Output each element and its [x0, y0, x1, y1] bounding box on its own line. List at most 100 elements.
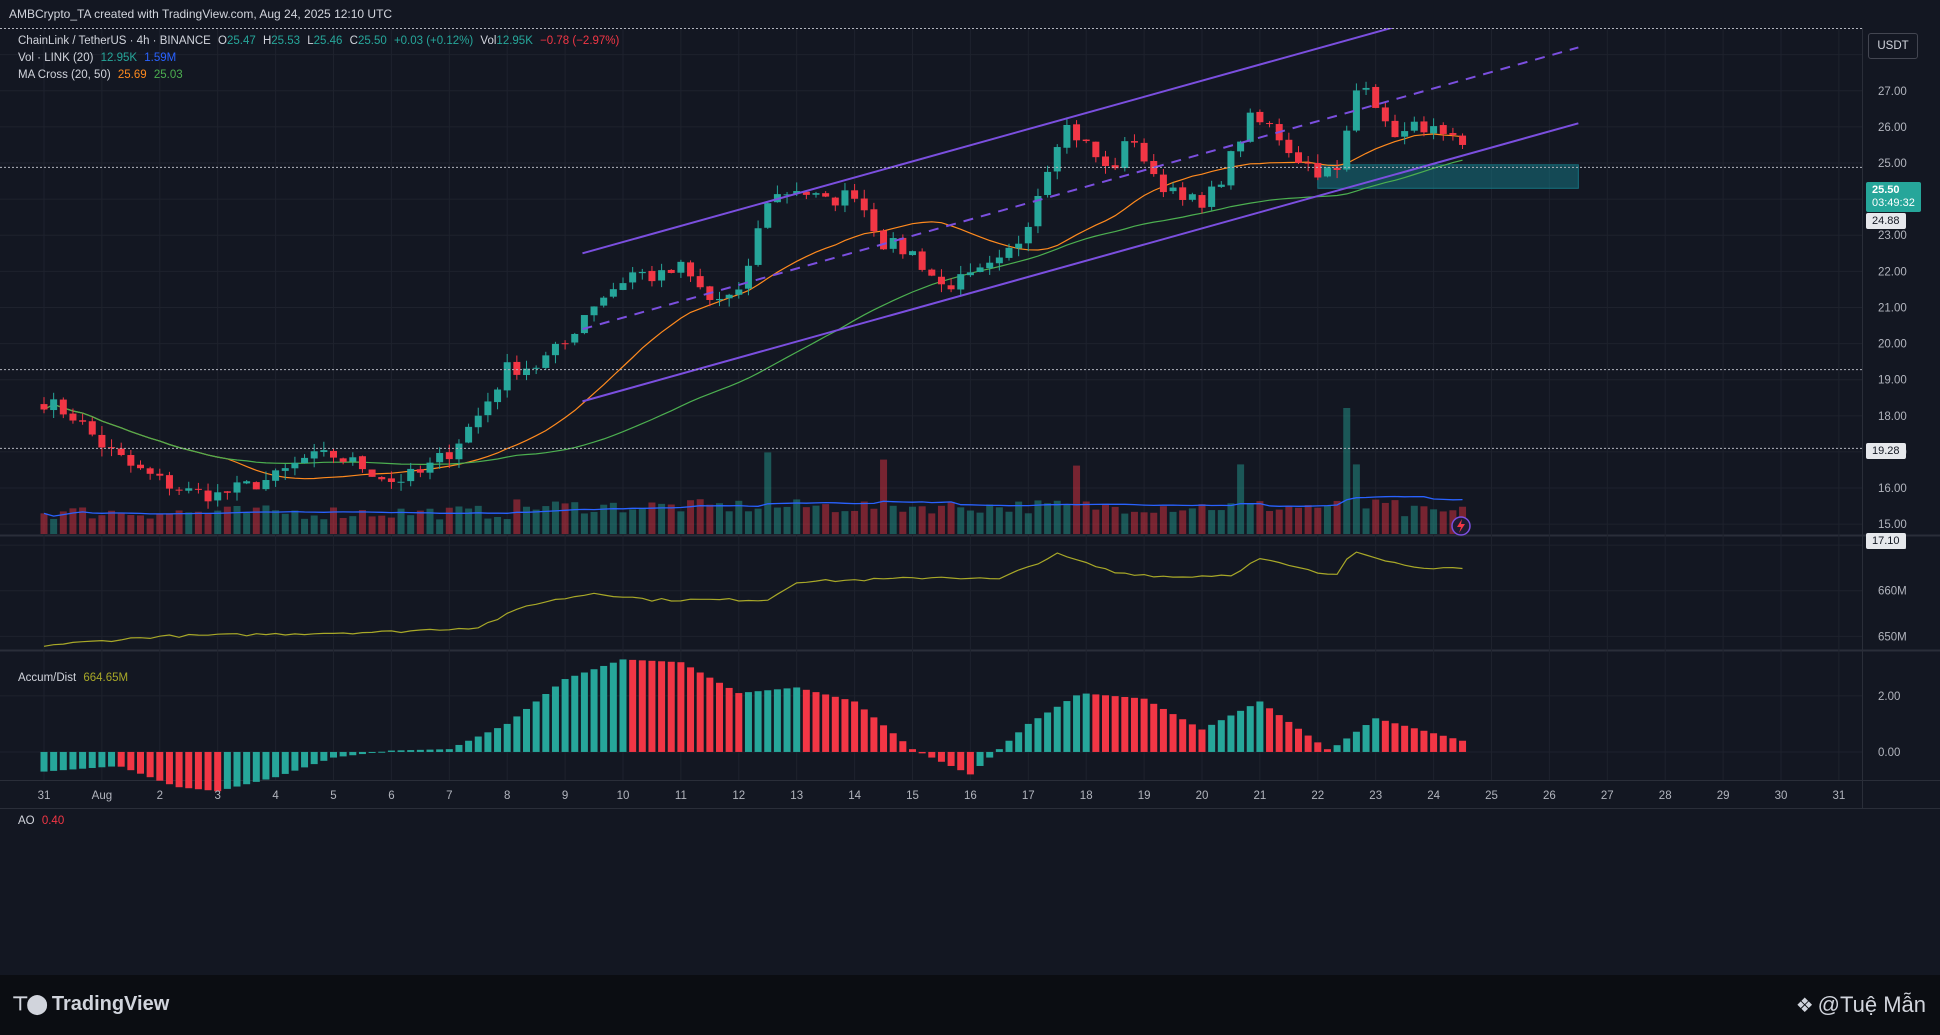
candle [117, 442, 125, 457]
volume-bar [214, 510, 222, 534]
legend-vol-v2: 1.59M [144, 52, 177, 64]
ao-bar [1314, 742, 1322, 752]
candle [976, 263, 984, 273]
candle-body [1449, 133, 1457, 135]
ao-bar [330, 751, 337, 758]
legend-vol-ind: Vol · LINK (20) [18, 52, 94, 64]
volume-bar [1044, 503, 1052, 534]
time-tick-label: 5 [330, 790, 336, 802]
candle-body [735, 289, 743, 295]
candle-body [648, 270, 656, 282]
tradingview-wordmark: TradingView [51, 993, 170, 1015]
ao-bar [358, 751, 366, 755]
legend-adl-ind: Accum/Dist [18, 672, 77, 684]
candle [494, 387, 502, 410]
trend-channel[interactable] [582, 28, 1579, 403]
legend-ma-row[interactable]: MA Cross (20, 50) 25.69 25.03 [18, 69, 187, 81]
ao-bar [1217, 720, 1225, 752]
volume-bar [445, 507, 453, 534]
currency-button[interactable]: USDT [1868, 33, 1918, 59]
legend-ao-row[interactable]: AO 0.40 [18, 815, 68, 827]
candle-body [88, 421, 96, 435]
ao-bar [648, 660, 656, 752]
volume-bar [1246, 503, 1254, 534]
candles[interactable] [40, 81, 1467, 509]
tradingview-logo[interactable]: ⊤⬤ TradingView [12, 993, 169, 1016]
volume-bar [272, 510, 280, 534]
legend-ao-v: 0.40 [41, 815, 65, 827]
candle [1343, 125, 1351, 172]
ao-bar [1449, 738, 1457, 752]
candle [1198, 192, 1206, 214]
candle [465, 423, 473, 444]
ao-bar [1343, 738, 1351, 752]
volume-bar [523, 506, 530, 534]
volume-bar [349, 516, 357, 534]
candle-body [426, 462, 434, 473]
legend-volume-row[interactable]: Vol · LINK (20) 12.95K 1.59M [18, 52, 180, 64]
ao-bar [1304, 735, 1312, 752]
ao-bar [1208, 724, 1216, 752]
volume-bar [1034, 500, 1042, 534]
volume-bar [291, 510, 299, 534]
volume-bar [909, 506, 916, 534]
candle-body [1352, 90, 1360, 131]
candle-body [223, 491, 231, 493]
volume-bar [1121, 513, 1129, 534]
volume-bar [98, 515, 106, 534]
ao-bar [436, 749, 444, 752]
ao-bar [1295, 728, 1302, 752]
candle-body [1111, 165, 1119, 169]
volume-bar [1266, 511, 1274, 534]
candle [1073, 120, 1081, 148]
candle-body [1266, 123, 1274, 125]
candle-body [1169, 187, 1177, 192]
volume-bar [716, 503, 723, 534]
ao-bar [600, 665, 608, 752]
candle-body [474, 415, 482, 428]
candle-body [523, 368, 530, 376]
volume-bar [1102, 503, 1109, 534]
ao-bar [1121, 696, 1129, 752]
candle [1295, 146, 1302, 165]
ao-bar [1266, 708, 1274, 752]
candle-body [976, 267, 984, 273]
candle-body [1314, 162, 1322, 178]
candle-body [1237, 141, 1245, 152]
volume-bar [1275, 509, 1283, 534]
candle [272, 468, 280, 487]
legend-high: 25.53 [271, 35, 301, 47]
binance-diamond-icon: ❖ [1795, 995, 1814, 1017]
volume-bar [735, 500, 743, 534]
ao-bar [484, 732, 492, 752]
volume-bar [619, 512, 627, 534]
chart-canvas[interactable]: 15.0016.0017.0018.0019.0020.0021.0022.00… [0, 28, 1940, 975]
candle [590, 306, 598, 322]
candle [503, 353, 511, 398]
candle [1237, 140, 1245, 158]
ao-bar [609, 662, 617, 752]
candle-body [551, 343, 559, 356]
ao-bar [407, 750, 415, 752]
volume-bar [609, 502, 617, 534]
flash-icon [1451, 516, 1471, 536]
candle-body [580, 315, 588, 334]
legend-vol-change: −0.78 (−2.97%) [540, 35, 620, 47]
candle-body [503, 362, 511, 391]
candle [1266, 121, 1274, 128]
candle-body [744, 265, 752, 289]
legend-l-label: L [307, 35, 314, 47]
candle-body [407, 468, 415, 482]
volume-bar [69, 508, 77, 534]
time-axis[interactable]: 31 Aug 2 3 4 5 6 7 8 9 10 11 12 13 14 15 16 17 18 19 20 21 22 2… [38, 790, 1846, 802]
volume-bar [754, 508, 762, 534]
candle [1285, 132, 1293, 158]
candle [156, 468, 164, 481]
candle [937, 269, 945, 293]
legend-adl-row[interactable]: Accum/Dist 664.65M [18, 672, 132, 684]
ao-bar [1256, 701, 1264, 752]
candle [754, 220, 762, 267]
ao-bar [194, 751, 202, 790]
ao-bar [571, 675, 579, 752]
candle [986, 255, 994, 275]
